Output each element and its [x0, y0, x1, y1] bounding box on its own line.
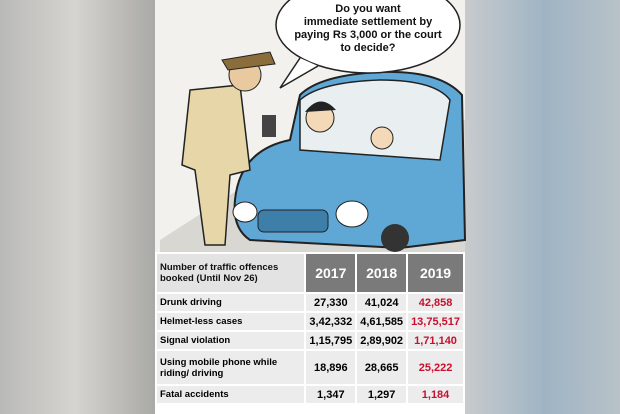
bubble-tail: [279, 57, 319, 89]
value-cell: 18,896: [306, 351, 356, 384]
row-label: Using mobile phone while riding/ driving: [157, 351, 305, 384]
year-header: 2017: [306, 254, 356, 292]
speech-line: paying Rs 3,000 or the court: [294, 29, 442, 41]
value-cell: 25,222: [408, 351, 463, 384]
grille: [257, 209, 329, 233]
value-cell: 4,61,585: [357, 313, 407, 330]
offences-table: Number of traffic offences booked (Until…: [155, 252, 465, 405]
wheel: [381, 224, 409, 252]
value-cell: 1,347: [306, 386, 356, 403]
speech-bubble: [275, 0, 461, 74]
year-header: 2018: [357, 254, 407, 292]
table-row: Using mobile phone while riding/ driving…: [157, 351, 463, 384]
value-cell: 1,184: [408, 386, 463, 403]
speech-line: immediate settlement by: [304, 16, 433, 28]
row-label: Signal violation: [157, 332, 305, 349]
value-cell: 1,297: [357, 386, 407, 403]
speech-line: to decide?: [340, 42, 395, 54]
table-row: Fatal accidents 1,347 1,297 1,184: [157, 386, 463, 403]
value-cell: 42,858: [408, 294, 463, 311]
table-row: Helmet-less cases 3,42,332 4,61,585 13,75,5…: [157, 313, 463, 330]
year-header: 2019: [408, 254, 463, 292]
value-cell: 27,330: [306, 294, 356, 311]
value-cell: 2,89,902: [357, 332, 407, 349]
policeman-cap: [221, 51, 276, 71]
passenger: [370, 126, 394, 150]
value-cell: 28,665: [357, 351, 407, 384]
value-cell: 1,15,795: [306, 332, 356, 349]
table-row: Drunk driving 27,330 41,024 42,858: [157, 294, 463, 311]
row-label: Helmet-less cases: [157, 313, 305, 330]
table-body: Drunk driving 27,330 41,024 42,858 Helmet-le…: [157, 294, 463, 403]
value-cell: 1,71,140: [408, 332, 463, 349]
headlight: [232, 201, 258, 223]
phone: [262, 115, 276, 137]
table-row: Signal violation 1,15,795 2,89,902 1,71,140: [157, 332, 463, 349]
label-header: Number of traffic offences booked (Until…: [157, 254, 305, 292]
driver-hair: [305, 101, 336, 112]
value-cell: 41,024: [357, 294, 407, 311]
header-row: Number of traffic offences booked (Until…: [157, 254, 463, 292]
windshield: [299, 79, 451, 161]
row-label: Drunk driving: [157, 294, 305, 311]
speech-line: Do you want: [335, 3, 401, 15]
headlight: [335, 200, 369, 228]
value-cell: 13,75,517: [408, 313, 463, 330]
row-label: Fatal accidents: [157, 386, 305, 403]
value-cell: 3,42,332: [306, 313, 356, 330]
policeman-body: [181, 84, 251, 246]
